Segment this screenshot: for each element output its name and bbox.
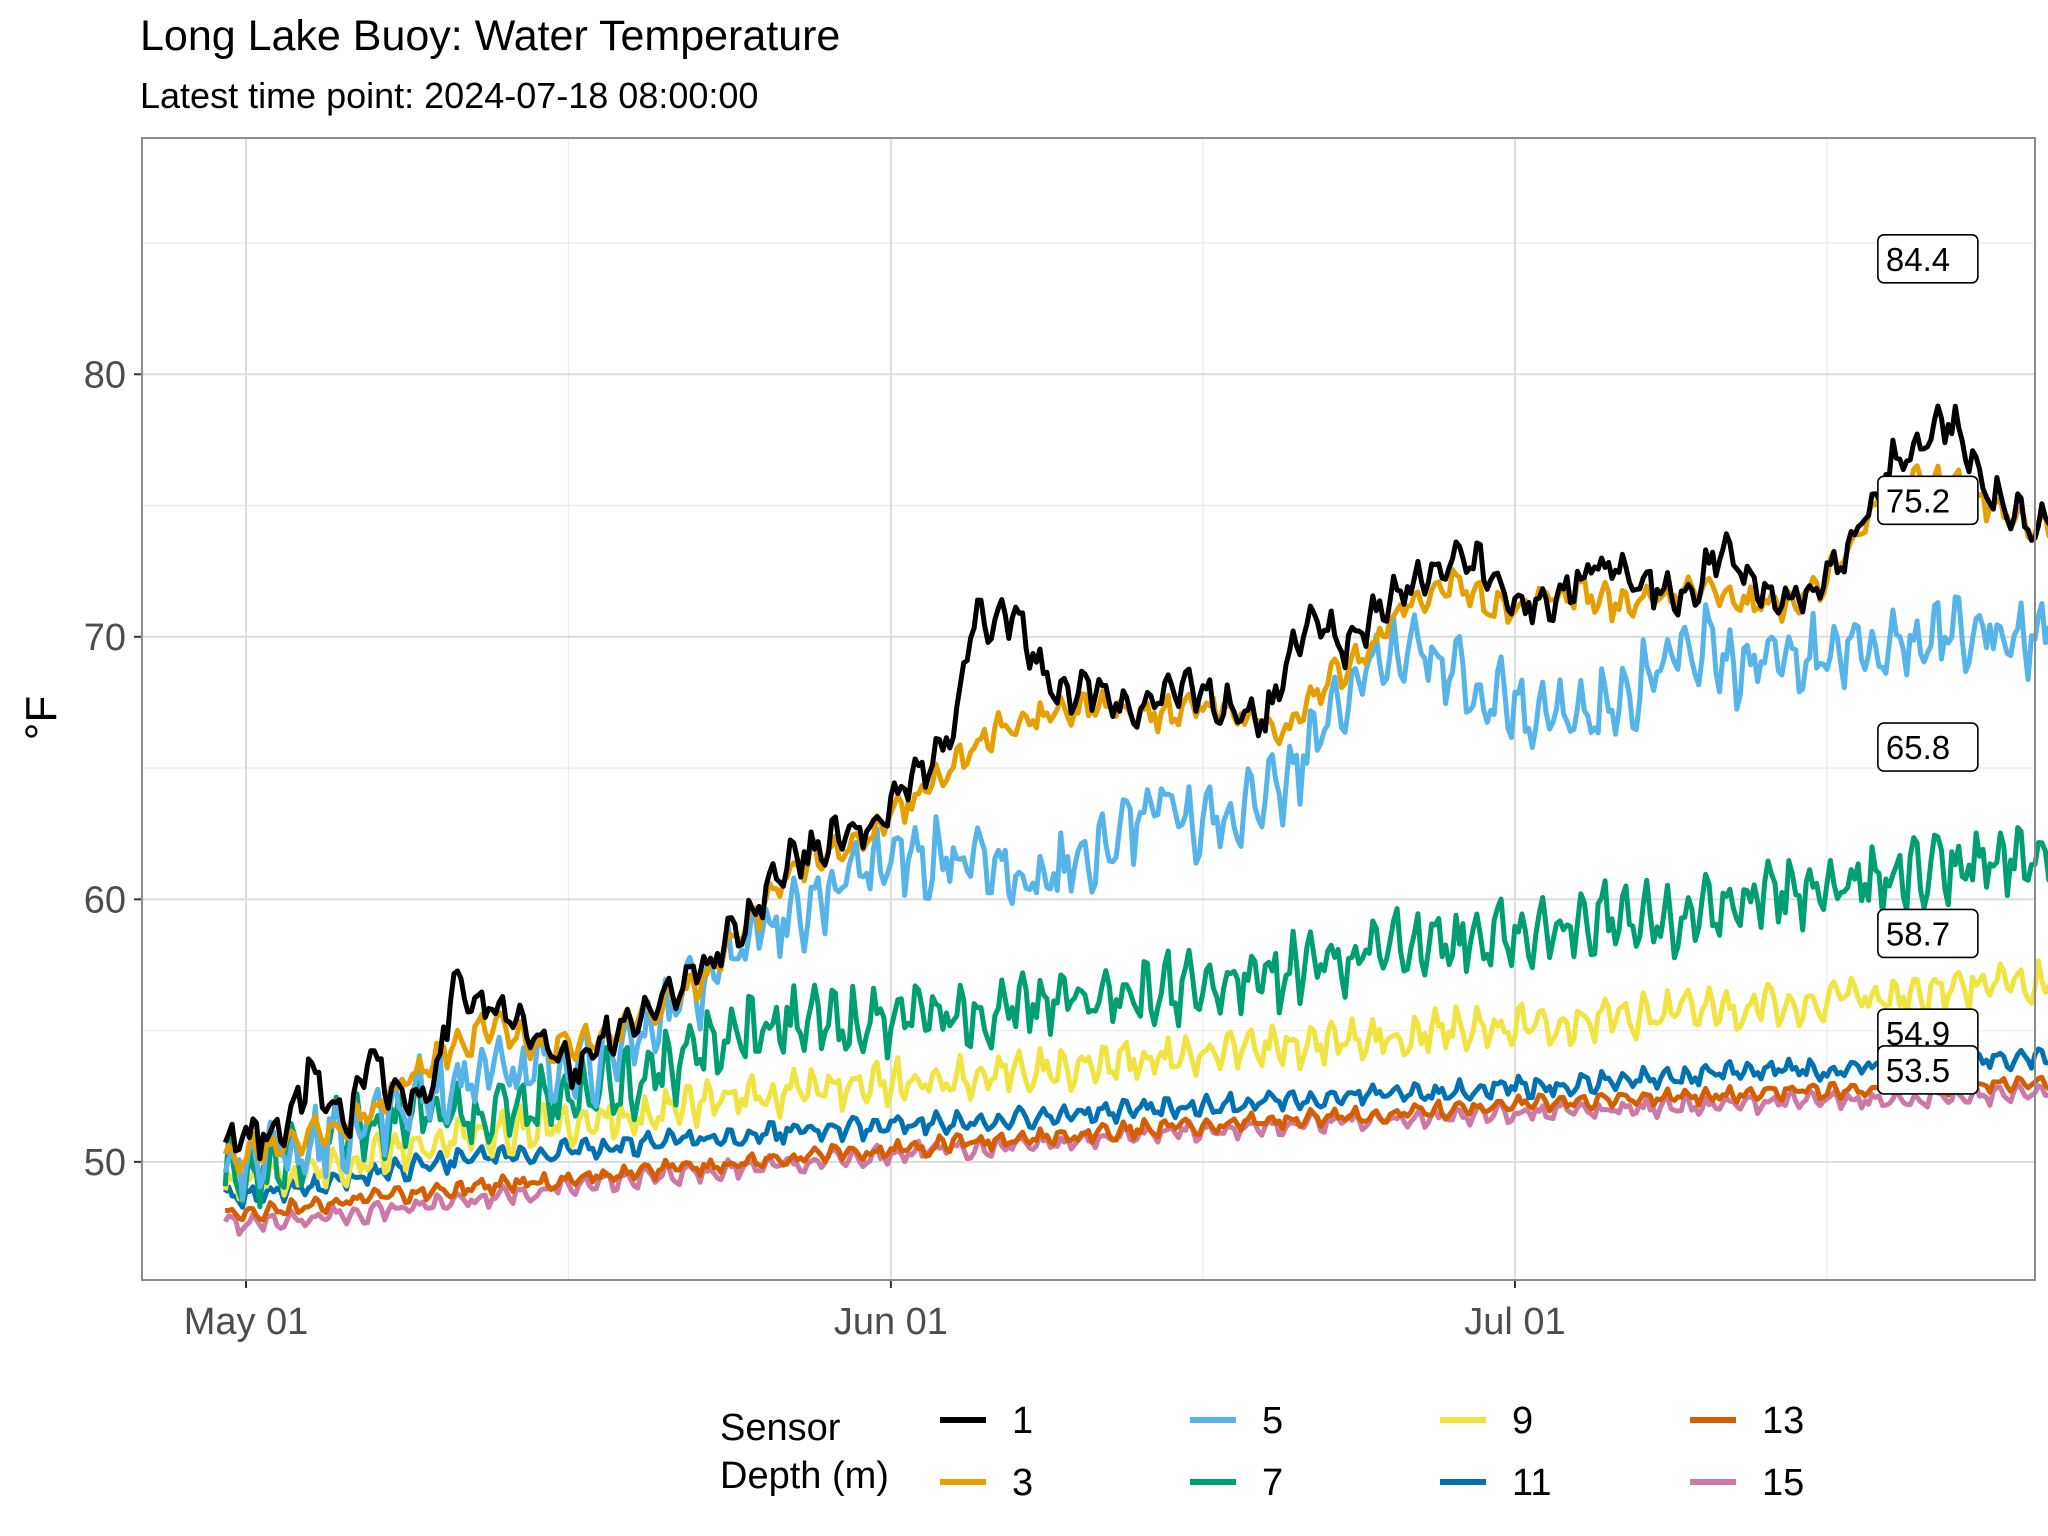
end-label-depth-3: 84.4 <box>1886 241 1950 278</box>
series-line-depth-1 <box>222 403 2048 1162</box>
series-line-depth-13 <box>225 1074 2048 1223</box>
plot-area: 50 60 70 80 May 01 Jun 01 Jul 01 84.4 75.2 65.8 58… <box>84 137 2048 1343</box>
legend-label-1: 1 <box>1012 1400 1033 1442</box>
legend-label-15: 15 <box>1762 1462 1804 1504</box>
y-tick-label: 60 <box>84 879 126 921</box>
end-label-depth-13: 53.5 <box>1886 1052 1950 1089</box>
end-label-box <box>1877 1045 1979 1095</box>
legend-label-5: 5 <box>1262 1400 1283 1442</box>
plot-border <box>141 137 2036 1281</box>
legend-label-11: 11 <box>1512 1462 1551 1504</box>
end-label-depth-9: 58.7 <box>1886 915 1950 952</box>
chart-subtitle: Latest time point: 2024-07-18 08:00:00 <box>140 75 758 116</box>
end-label-box <box>1877 722 1979 772</box>
end-label-depth-5: 75.2 <box>1886 482 1950 519</box>
end-label-depth-7: 65.8 <box>1886 729 1950 766</box>
legend-title-line1: Sensor <box>720 1407 841 1449</box>
legend-label-3: 3 <box>1012 1462 1033 1504</box>
legend-label-13: 13 <box>1762 1400 1804 1442</box>
chart-title: Long Lake Buoy: Water Temperature <box>140 12 840 60</box>
y-tick-label: 50 <box>84 1142 126 1184</box>
series-line-depth-9 <box>222 958 2048 1202</box>
end-label-box <box>1877 908 1979 959</box>
end-label-box <box>1877 233 1979 284</box>
x-tick-label: May 01 <box>184 1301 309 1343</box>
series-line-depth-15 <box>223 1081 2048 1237</box>
legend-label-7: 7 <box>1262 1462 1283 1504</box>
legend-label-9: 9 <box>1512 1400 1533 1442</box>
legend-title-line2: Depth (m) <box>720 1455 889 1497</box>
y-axis-title: °F <box>17 696 66 740</box>
y-tick-label: 80 <box>84 354 126 396</box>
x-tick-label: Jun 01 <box>834 1301 948 1343</box>
end-label-box <box>1877 475 1979 526</box>
series-line-depth-11 <box>223 1046 2048 1210</box>
series-line-depth-5 <box>222 594 2048 1203</box>
series-line-depth-7 <box>222 825 2048 1210</box>
x-tick-label: Jul 01 <box>1464 1301 1565 1343</box>
y-tick-label: 70 <box>84 617 126 659</box>
